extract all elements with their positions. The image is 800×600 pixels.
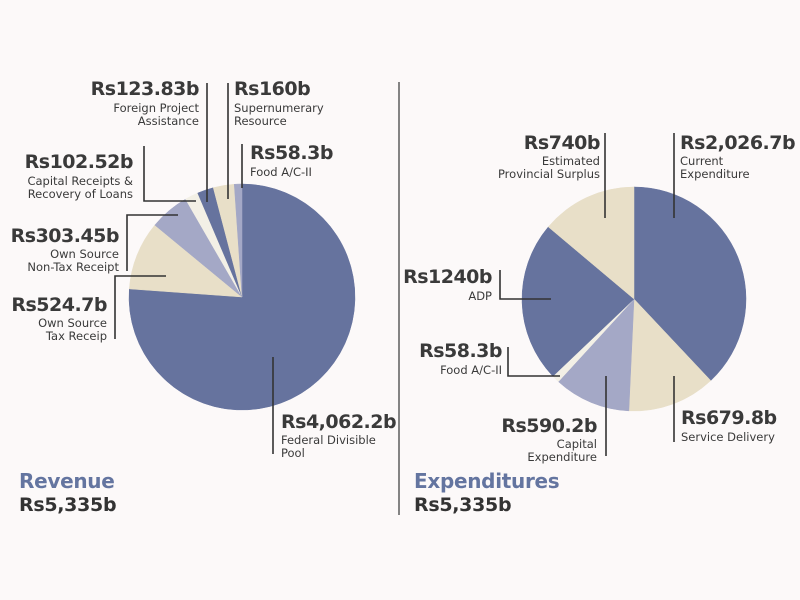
label-desc-adp: ADP [468, 289, 492, 303]
leader-food-expenditure [507, 347, 560, 377]
label-desc-current-2: Expenditure [680, 167, 750, 181]
label-value-non-tax: Rs303.45b [11, 225, 119, 247]
label-value-foreign-project: Rs123.83b [91, 78, 199, 100]
label-value-service-delivery: Rs679.8b [681, 407, 777, 429]
label-desc-service-delivery: Service Delivery [681, 430, 775, 444]
expenditures-pie [521, 186, 747, 412]
revenue-title: Revenue [19, 469, 115, 493]
label-desc-federal-pool-1: Federal Divisible [281, 433, 376, 447]
label-desc-surplus-2: Provincial Surplus [498, 167, 600, 181]
label-desc-tax-1: Own Source [38, 316, 107, 330]
label-desc-supernumerary-2: Resource [234, 114, 287, 128]
label-desc-food-revenue: Food A/C-II [250, 165, 312, 179]
revenue-pie [128, 183, 356, 411]
label-desc-capital-receipts-1: Capital Receipts & [27, 174, 133, 188]
label-value-capital-expenditure: Rs590.2b [501, 415, 597, 437]
leader-non-tax [126, 214, 178, 271]
label-desc-capital-expenditure-2: Expenditure [527, 450, 597, 464]
label-desc-current-1: Current [680, 154, 724, 168]
pie-slice-estimated-provincial-surplus [547, 186, 635, 300]
label-desc-tax-2: Tax Receip [45, 329, 107, 343]
label-desc-foreign-project-1: Foreign Project [113, 101, 199, 115]
label-desc-non-tax-2: Non-Tax Receipt [27, 260, 119, 274]
label-desc-foreign-project-2: Assistance [138, 114, 199, 128]
label-value-adp: Rs1240b [403, 266, 492, 288]
expenditures-title: Expenditures [414, 469, 559, 493]
pie-slice-current-expenditure [633, 186, 747, 381]
leader-tax [114, 275, 166, 339]
revenue-total: Rs5,335b [19, 494, 116, 516]
label-value-current: Rs2,026.7b [680, 132, 795, 154]
label-desc-supernumerary-1: Supernumerary [234, 101, 324, 115]
expenditures-total: Rs5,335b [414, 494, 511, 516]
pie-slice-service-delivery [628, 298, 712, 412]
label-desc-capital-expenditure-1: Capital [557, 437, 597, 451]
label-value-capital-receipts: Rs102.52b [25, 151, 133, 173]
leader-capital-receipts [143, 146, 196, 202]
pie-slice-adp [521, 226, 635, 377]
label-value-tax: Rs524.7b [11, 294, 107, 316]
pie-slice-federal-divisible-pool [128, 183, 356, 411]
label-desc-federal-pool-2: Pool [281, 446, 305, 460]
label-value-supernumerary: Rs160b [234, 78, 310, 100]
label-desc-non-tax-1: Own Source [50, 247, 119, 261]
label-desc-food-expenditure: Food A/C-II [440, 363, 502, 377]
leader-adp [499, 270, 551, 300]
pie-slice-capital-expenditure [558, 298, 635, 412]
label-value-food-revenue: Rs58.3b [250, 142, 333, 164]
label-desc-surplus-1: Estimated [542, 154, 600, 168]
label-value-federal-pool: Rs4,062.2b [281, 411, 396, 433]
label-value-surplus: Rs740b [524, 132, 600, 154]
label-desc-capital-receipts-2: Recovery of Loans [28, 187, 133, 201]
label-value-food-expenditure: Rs58.3b [419, 340, 502, 362]
